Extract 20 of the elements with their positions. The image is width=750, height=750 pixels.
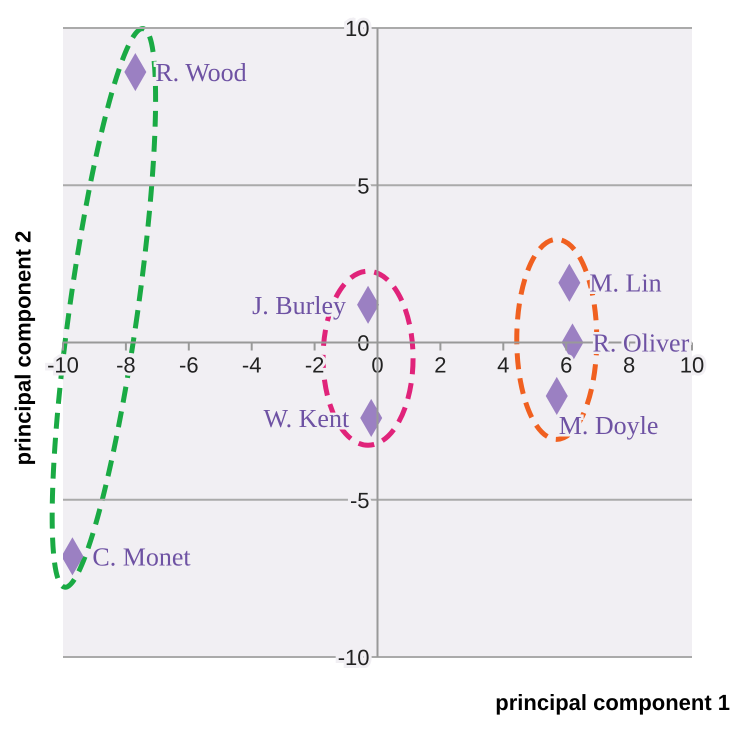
y-tick-label: -10: [338, 645, 370, 670]
x-tick-label: 8: [622, 352, 636, 378]
x-tick-label: 10: [680, 352, 704, 378]
annotation: R. Wood: [155, 58, 247, 88]
y-tick-label: 5: [357, 173, 370, 198]
x-tick-label: -4: [242, 352, 262, 378]
x-tick-label: -6: [179, 352, 199, 378]
annotation: M. Lin: [589, 268, 662, 298]
y-tick-label: -5: [350, 488, 370, 513]
y-axis-title: principal component 2: [10, 230, 36, 466]
x-tick-label: 6: [560, 352, 572, 378]
x-axis-title: principal component 1: [495, 690, 730, 716]
x-tick-label: -10: [47, 352, 79, 378]
annotation: W. Kent: [264, 404, 350, 433]
annotation: C. Monet: [92, 542, 192, 572]
x-tick-label: 2: [434, 352, 447, 378]
annotation: M. Doyle: [558, 410, 658, 440]
y-tick-label: 10: [345, 16, 370, 41]
annotation: J. Burley: [252, 290, 346, 320]
x-tick-label: 4: [497, 352, 510, 378]
